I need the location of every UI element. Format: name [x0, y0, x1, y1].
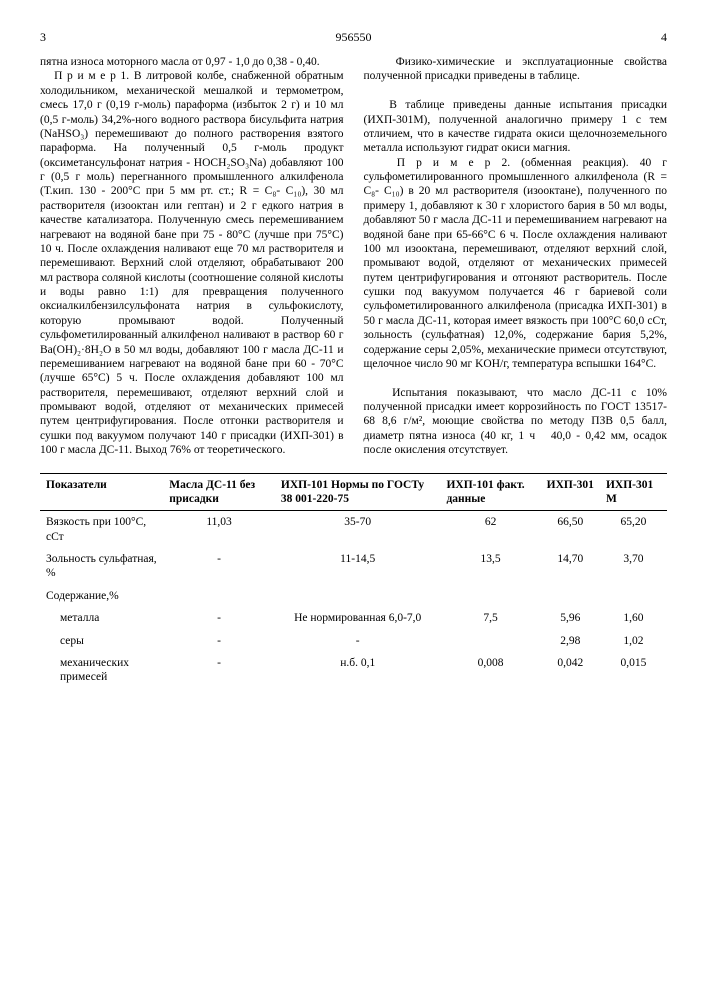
cell: 62	[440, 511, 540, 548]
cell: 1,60	[600, 607, 667, 629]
cell: 2,98	[541, 630, 600, 652]
cell: 13,5	[440, 548, 540, 585]
cell: -	[275, 630, 441, 652]
cell	[541, 585, 600, 607]
text-columns: пятна износа моторного масла от 0,97 - 1…	[40, 55, 667, 458]
cell: 1,02	[600, 630, 667, 652]
cell: 5,96	[541, 607, 600, 629]
th-indicators: Показатели	[40, 473, 163, 511]
cell: 65,20	[600, 511, 667, 548]
row-label: серы	[40, 630, 163, 652]
cell: -	[163, 630, 275, 652]
row-label: Зольность сульфатная, %	[40, 548, 163, 585]
cell	[440, 585, 540, 607]
cell	[440, 630, 540, 652]
cell: 11,03	[163, 511, 275, 548]
table-row: Вязкость при 100°С, сСт11,0335-706266,50…	[40, 511, 667, 548]
table-row: металла-Не нормированная 6,0-7,07,55,961…	[40, 607, 667, 629]
row-label: Вязкость при 100°С, сСт	[40, 511, 163, 548]
cell: 3,70	[600, 548, 667, 585]
table-row: механических примесей-н.б. 0,10,0080,042…	[40, 652, 667, 689]
cell: -	[163, 548, 275, 585]
page-right: 4	[661, 30, 667, 45]
cell: 0,015	[600, 652, 667, 689]
cell: 11-14,5	[275, 548, 441, 585]
cell: 66,50	[541, 511, 600, 548]
cell: 35-70	[275, 511, 441, 548]
th-ihp301: ИХП-301	[541, 473, 600, 511]
table-row: серы--2,981,02	[40, 630, 667, 652]
cell: 14,70	[541, 548, 600, 585]
cell: -	[163, 652, 275, 689]
row-label: Содержание,%	[40, 585, 163, 607]
page-header: 3 956550 4	[40, 30, 667, 45]
table-header-row: Показатели Масла ДС-11 без присадки ИХП-…	[40, 473, 667, 511]
table-row: Содержание,%	[40, 585, 667, 607]
row-label: металла	[40, 607, 163, 629]
cell: н.б. 0,1	[275, 652, 441, 689]
cell	[600, 585, 667, 607]
page-left: 3	[40, 30, 46, 45]
row-label: механических примесей	[40, 652, 163, 689]
th-ihp101-fact: ИХП-101 факт. данные	[440, 473, 540, 511]
doc-number: 956550	[336, 30, 372, 45]
table-row: Зольность сульфатная, %-11-14,513,514,70…	[40, 548, 667, 585]
cell: Не нормированная 6,0-7,0	[275, 607, 441, 629]
cell: -	[163, 607, 275, 629]
th-ihp301m: ИХП-301 М	[600, 473, 667, 511]
right-column: Физико-химические и эксплуатационные сво…	[364, 55, 668, 458]
left-column: пятна износа моторного масла от 0,97 - 1…	[40, 55, 344, 458]
cell: 0,042	[541, 652, 600, 689]
th-ihp101-gost: ИХП-101 Нормы по ГОСТу 38 001-220-75	[275, 473, 441, 511]
data-table: Показатели Масла ДС-11 без присадки ИХП-…	[40, 473, 667, 689]
cell	[163, 585, 275, 607]
cell: 7,5	[440, 607, 540, 629]
th-ds11: Масла ДС-11 без присадки	[163, 473, 275, 511]
cell: 0,008	[440, 652, 540, 689]
cell	[275, 585, 441, 607]
